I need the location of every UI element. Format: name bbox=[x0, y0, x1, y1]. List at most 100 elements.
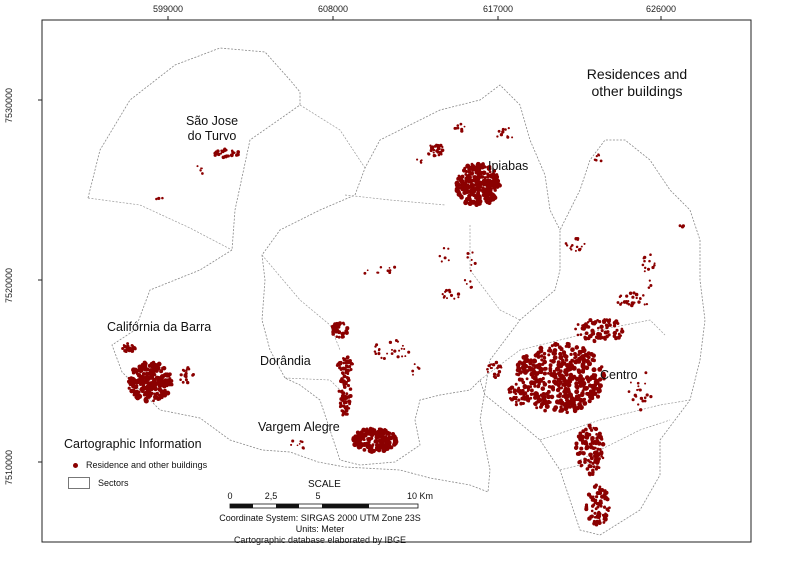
building-point bbox=[583, 336, 588, 341]
building-point bbox=[601, 372, 606, 378]
building-point bbox=[678, 224, 682, 228]
building-point bbox=[182, 369, 186, 373]
building-point bbox=[603, 318, 606, 321]
building-point bbox=[364, 441, 370, 446]
building-point bbox=[540, 386, 546, 391]
building-point bbox=[140, 378, 145, 383]
building-point bbox=[581, 438, 585, 442]
building-point bbox=[377, 427, 381, 431]
building-point bbox=[196, 165, 199, 168]
building-point bbox=[568, 372, 574, 378]
building-point bbox=[492, 195, 498, 201]
building-point bbox=[385, 430, 390, 435]
building-point bbox=[519, 403, 523, 406]
building-point bbox=[169, 382, 174, 387]
building-point bbox=[584, 386, 589, 391]
building-point bbox=[145, 384, 151, 389]
building-point bbox=[570, 358, 575, 363]
building-point bbox=[377, 438, 382, 443]
building-point bbox=[629, 381, 632, 384]
building-point bbox=[200, 167, 202, 170]
building-point bbox=[337, 335, 341, 339]
building-point bbox=[440, 260, 443, 263]
building-point bbox=[581, 348, 586, 353]
building-point bbox=[579, 247, 582, 251]
building-point bbox=[580, 245, 583, 248]
building-point bbox=[589, 456, 594, 461]
building-point bbox=[153, 362, 158, 368]
building-point bbox=[561, 394, 565, 398]
building-point bbox=[447, 247, 450, 250]
building-point bbox=[368, 447, 372, 451]
building-point bbox=[557, 395, 562, 399]
building-point bbox=[466, 189, 471, 194]
building-point bbox=[587, 399, 592, 404]
building-point bbox=[518, 369, 523, 375]
building-point bbox=[130, 344, 134, 347]
building-point bbox=[363, 432, 366, 436]
legend-label: Residence and other buildings bbox=[86, 460, 208, 470]
coord-x-label: 608000 bbox=[317, 4, 349, 14]
building-point bbox=[347, 406, 351, 410]
coord-x-label: 599000 bbox=[152, 4, 184, 14]
building-point bbox=[130, 349, 135, 353]
building-point bbox=[584, 331, 589, 336]
building-point bbox=[456, 292, 461, 296]
legend-item-sectors: Sectors bbox=[68, 477, 129, 489]
building-point bbox=[488, 170, 492, 174]
building-point bbox=[600, 329, 604, 333]
building-point bbox=[236, 150, 241, 154]
building-point bbox=[393, 265, 397, 269]
building-point bbox=[581, 369, 586, 374]
building-point bbox=[436, 150, 440, 154]
building-point bbox=[590, 509, 594, 513]
building-point bbox=[359, 430, 364, 435]
building-point bbox=[470, 191, 475, 195]
building-point bbox=[138, 369, 143, 374]
building-point bbox=[593, 446, 597, 450]
building-point bbox=[599, 324, 604, 329]
building-point bbox=[556, 382, 561, 387]
building-point bbox=[590, 440, 594, 443]
building-point bbox=[140, 389, 145, 394]
building-point bbox=[345, 359, 349, 363]
building-point bbox=[645, 393, 649, 397]
building-point bbox=[544, 391, 549, 396]
building-point bbox=[651, 265, 655, 270]
building-point bbox=[539, 371, 544, 375]
building-point bbox=[537, 377, 544, 383]
building-point bbox=[529, 392, 534, 397]
building-point bbox=[129, 388, 133, 392]
building-point bbox=[600, 442, 606, 447]
building-point bbox=[526, 389, 529, 393]
building-point bbox=[412, 373, 414, 376]
building-point bbox=[560, 358, 565, 363]
map-title: Residences and other buildings bbox=[572, 66, 702, 100]
building-point bbox=[145, 367, 150, 372]
building-point bbox=[529, 371, 535, 377]
building-point bbox=[597, 492, 600, 495]
building-point bbox=[591, 367, 597, 373]
building-point bbox=[345, 395, 349, 399]
building-point bbox=[346, 372, 350, 375]
building-point bbox=[521, 391, 525, 395]
building-point bbox=[506, 135, 510, 139]
building-point bbox=[569, 363, 575, 369]
scale-title: SCALE bbox=[308, 479, 341, 490]
building-point bbox=[531, 380, 537, 386]
building-point bbox=[608, 323, 612, 327]
building-point bbox=[442, 296, 446, 299]
legend-item-residence: Residence and other buildings bbox=[68, 460, 207, 470]
building-point bbox=[165, 390, 171, 396]
building-point bbox=[588, 442, 592, 446]
building-point bbox=[565, 244, 569, 247]
building-point bbox=[580, 398, 585, 403]
building-point bbox=[219, 152, 223, 155]
building-point bbox=[574, 237, 578, 241]
building-point bbox=[342, 374, 347, 379]
building-point bbox=[137, 364, 143, 370]
building-point bbox=[542, 356, 547, 360]
building-point bbox=[363, 271, 367, 275]
building-point bbox=[467, 165, 473, 171]
building-point bbox=[614, 336, 618, 341]
